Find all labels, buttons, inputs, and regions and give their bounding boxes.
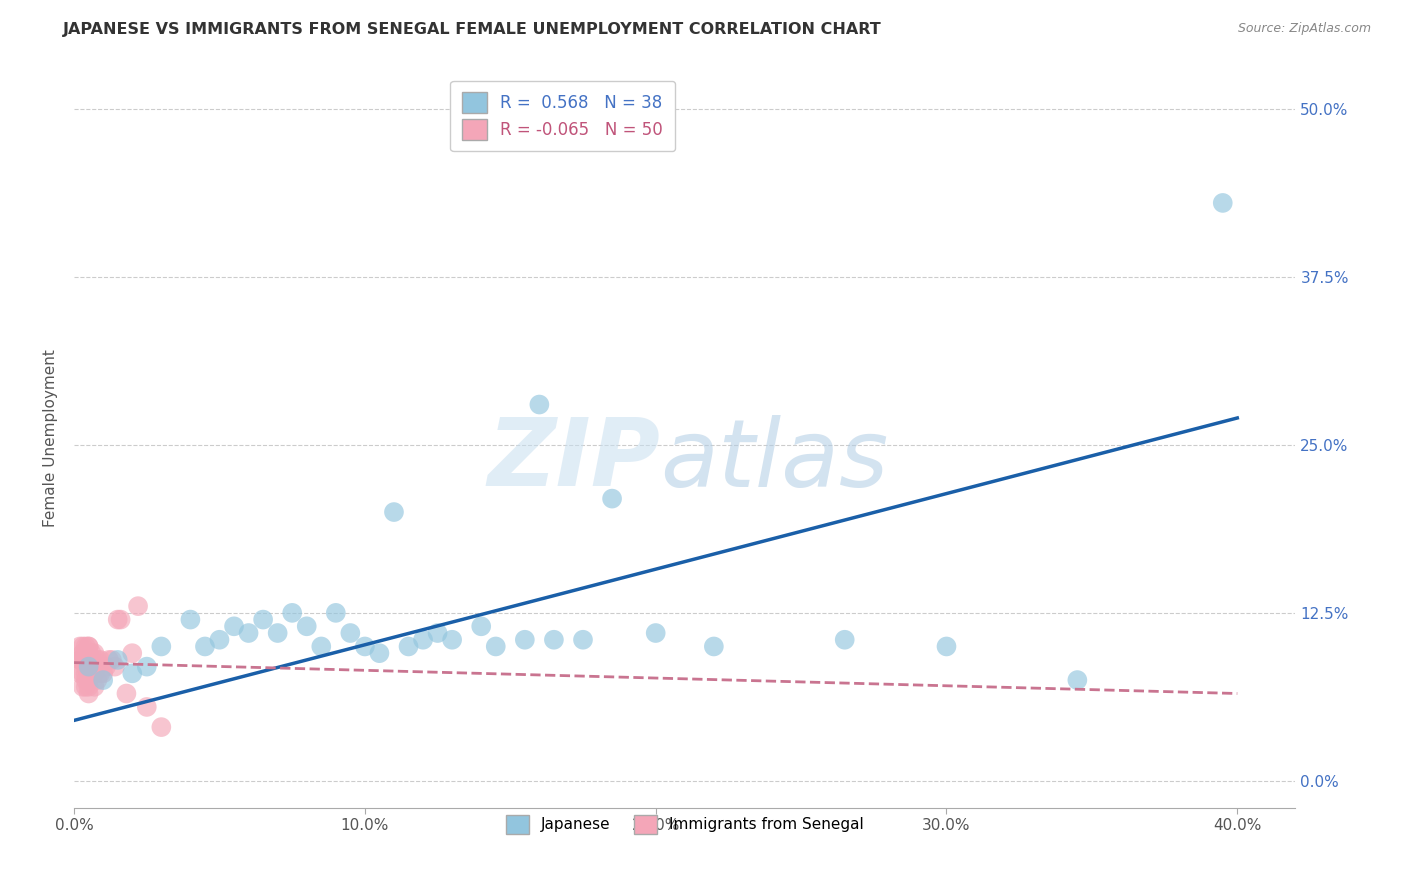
Point bbox=[75, 680, 97, 694]
Point bbox=[412, 632, 434, 647]
Point bbox=[77, 653, 100, 667]
Point bbox=[77, 659, 100, 673]
Text: ZIP: ZIP bbox=[488, 414, 661, 507]
Point bbox=[179, 613, 201, 627]
Point bbox=[572, 632, 595, 647]
Point bbox=[208, 632, 231, 647]
Point bbox=[72, 653, 94, 667]
Point bbox=[101, 653, 124, 667]
Point bbox=[127, 599, 149, 614]
Point bbox=[77, 680, 100, 694]
Point bbox=[91, 666, 114, 681]
Point bbox=[107, 613, 129, 627]
Point bbox=[89, 666, 111, 681]
Text: atlas: atlas bbox=[661, 415, 889, 506]
Point bbox=[382, 505, 405, 519]
Point bbox=[529, 398, 551, 412]
Point bbox=[194, 640, 217, 654]
Point bbox=[77, 646, 100, 660]
Point bbox=[110, 613, 132, 627]
Point bbox=[238, 626, 260, 640]
Point bbox=[69, 640, 91, 654]
Point bbox=[834, 632, 856, 647]
Point bbox=[426, 626, 449, 640]
Point bbox=[77, 686, 100, 700]
Point bbox=[75, 673, 97, 687]
Point bbox=[77, 646, 100, 660]
Point bbox=[135, 659, 157, 673]
Point bbox=[295, 619, 318, 633]
Point bbox=[72, 646, 94, 660]
Y-axis label: Female Unemployment: Female Unemployment bbox=[44, 349, 58, 527]
Point bbox=[115, 686, 138, 700]
Point bbox=[368, 646, 391, 660]
Point bbox=[86, 653, 108, 667]
Point bbox=[98, 653, 121, 667]
Point bbox=[121, 646, 143, 660]
Point bbox=[86, 659, 108, 673]
Point bbox=[398, 640, 420, 654]
Point bbox=[80, 646, 103, 660]
Point bbox=[266, 626, 288, 640]
Point bbox=[325, 606, 347, 620]
Point bbox=[72, 640, 94, 654]
Point bbox=[69, 653, 91, 667]
Point bbox=[94, 659, 117, 673]
Point bbox=[75, 646, 97, 660]
Point bbox=[703, 640, 725, 654]
Point bbox=[89, 653, 111, 667]
Point bbox=[69, 666, 91, 681]
Point bbox=[935, 640, 957, 654]
Point bbox=[252, 613, 274, 627]
Point bbox=[441, 632, 464, 647]
Point bbox=[75, 653, 97, 667]
Point bbox=[121, 666, 143, 681]
Point bbox=[75, 666, 97, 681]
Point bbox=[77, 666, 100, 681]
Point bbox=[72, 680, 94, 694]
Point bbox=[75, 653, 97, 667]
Point bbox=[1066, 673, 1088, 687]
Point bbox=[135, 700, 157, 714]
Point bbox=[77, 640, 100, 654]
Point bbox=[513, 632, 536, 647]
Point bbox=[150, 720, 173, 734]
Point bbox=[77, 640, 100, 654]
Point bbox=[83, 666, 105, 681]
Point bbox=[222, 619, 245, 633]
Point bbox=[83, 680, 105, 694]
Point bbox=[77, 673, 100, 687]
Point bbox=[600, 491, 623, 506]
Point bbox=[543, 632, 565, 647]
Point bbox=[69, 653, 91, 667]
Point bbox=[311, 640, 333, 654]
Point bbox=[72, 666, 94, 681]
Point bbox=[281, 606, 304, 620]
Point bbox=[354, 640, 377, 654]
Point bbox=[104, 659, 127, 673]
Point bbox=[339, 626, 361, 640]
Point bbox=[75, 659, 97, 673]
Point bbox=[644, 626, 666, 640]
Text: Source: ZipAtlas.com: Source: ZipAtlas.com bbox=[1237, 22, 1371, 36]
Point bbox=[83, 646, 105, 660]
Point bbox=[86, 673, 108, 687]
Point bbox=[470, 619, 492, 633]
Point bbox=[75, 640, 97, 654]
Point bbox=[107, 653, 129, 667]
Point bbox=[77, 659, 100, 673]
Point bbox=[1212, 195, 1234, 210]
Point bbox=[150, 640, 173, 654]
Legend: Japanese, Immigrants from Senegal: Japanese, Immigrants from Senegal bbox=[495, 805, 875, 845]
Text: JAPANESE VS IMMIGRANTS FROM SENEGAL FEMALE UNEMPLOYMENT CORRELATION CHART: JAPANESE VS IMMIGRANTS FROM SENEGAL FEMA… bbox=[63, 22, 882, 37]
Point bbox=[485, 640, 508, 654]
Point bbox=[80, 653, 103, 667]
Point bbox=[77, 653, 100, 667]
Point bbox=[91, 673, 114, 687]
